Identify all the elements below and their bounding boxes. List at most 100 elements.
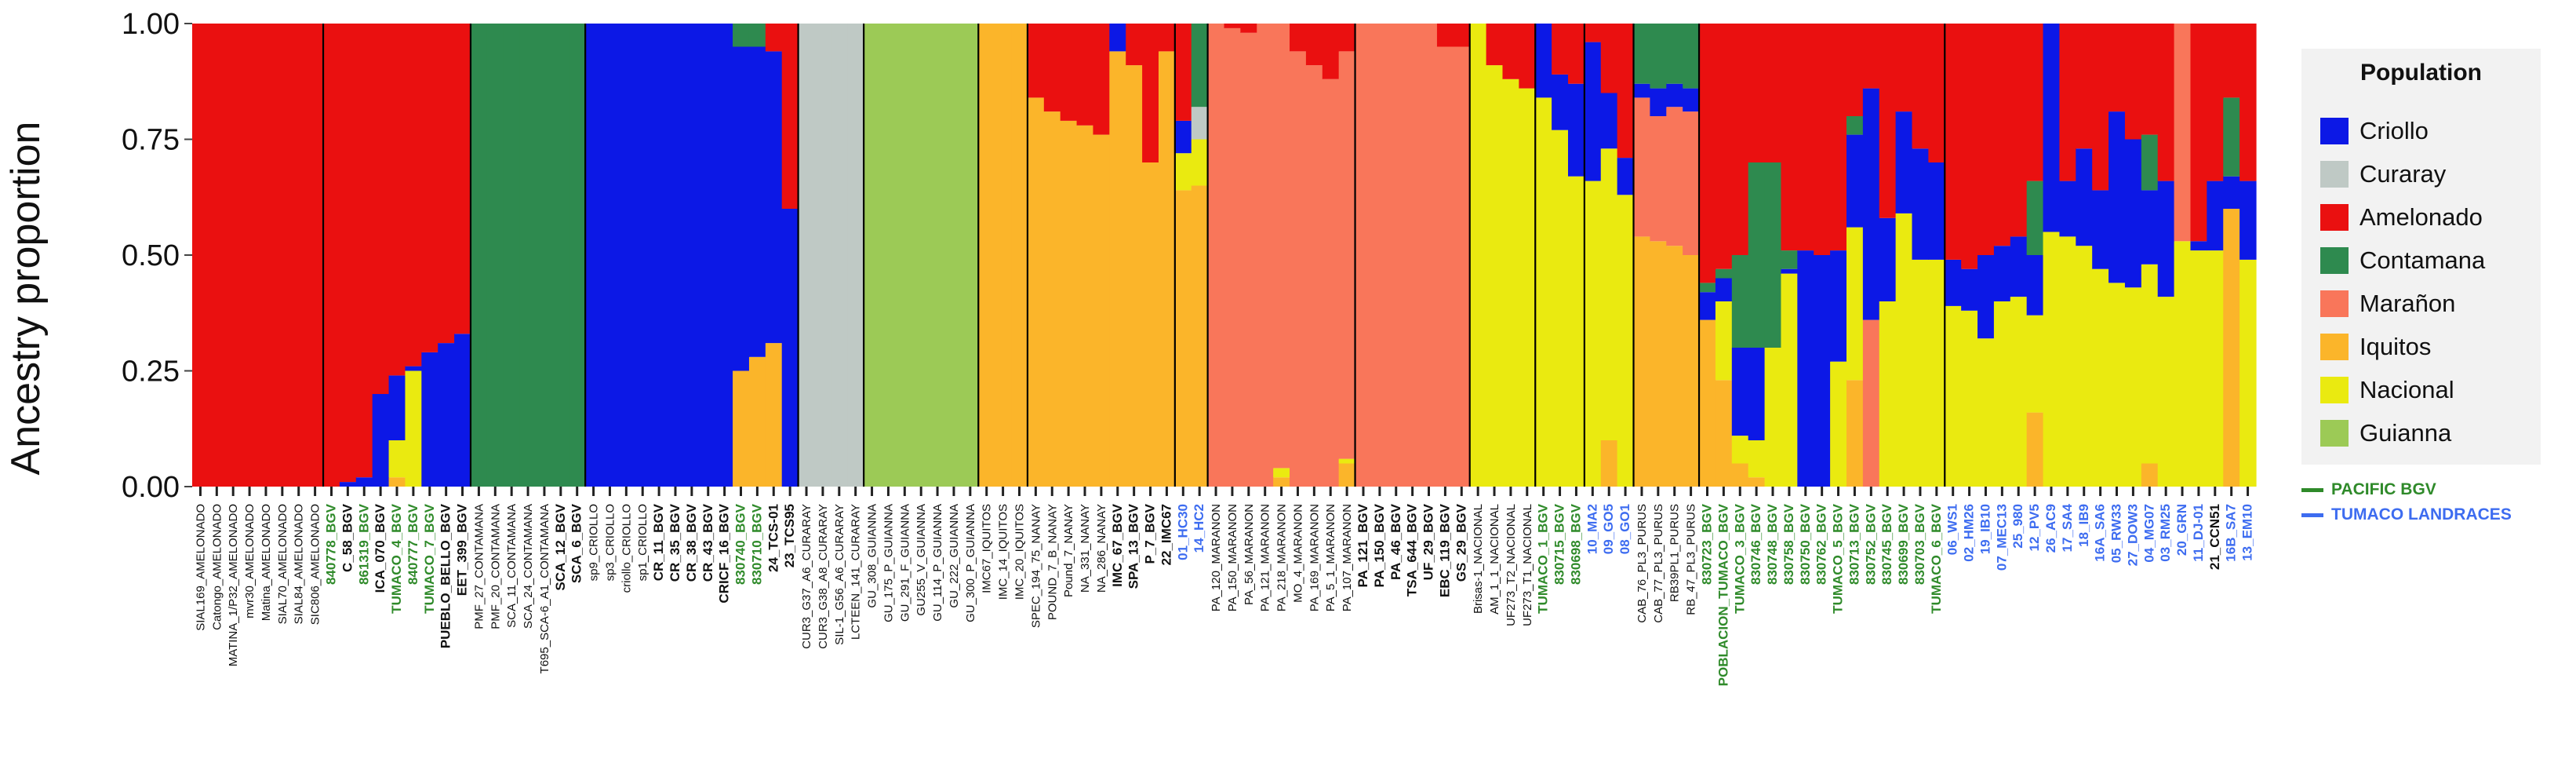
bar-segment-nacional — [2124, 287, 2142, 487]
sample-bar — [1502, 24, 1519, 487]
x-tick-label: GU_114_P_GUIANNA — [931, 504, 944, 622]
x-tick-label: 830762_BGV — [1814, 503, 1829, 585]
sample-bar — [1224, 24, 1241, 487]
bar-segment-criollo — [2026, 255, 2044, 316]
sample-bar — [405, 24, 422, 487]
sample-bar — [1174, 24, 1192, 487]
bar-segment-guianna — [896, 24, 914, 487]
bar-segment-criollo — [1715, 278, 1733, 301]
x-tick-label: PA_107_MARANON — [1341, 504, 1354, 611]
bar-segment-iquitos — [1748, 477, 1766, 487]
x-tick-label: 05_RW33 — [2109, 504, 2124, 563]
bar-segment-criollo — [634, 24, 652, 487]
bar-segment-amelonado — [1764, 24, 1782, 162]
bar-segment-nacional — [1781, 273, 1798, 487]
legend-label: Marañon — [2360, 290, 2456, 317]
bar-segment-criollo — [2223, 176, 2240, 209]
x-tick-label: SCA_12_BGV — [553, 503, 568, 590]
bar-segment-nacional — [2157, 297, 2175, 487]
x-tick-label: PA_218_MARANON — [1275, 504, 1289, 611]
bar-segment-maranon — [1355, 24, 1373, 487]
x-tick-label: 22_IMC67 — [1159, 504, 1173, 565]
sample-bar — [2190, 24, 2207, 487]
bar-segment-iquitos — [1338, 463, 1356, 487]
bar-segment-amelonado — [765, 24, 783, 52]
sample-bar — [1305, 24, 1323, 487]
bar-segment-amelonado — [1290, 24, 1307, 52]
sample-bar — [733, 24, 750, 487]
sample-bar — [257, 24, 275, 487]
x-tick-label: T695_SCA-6_A1_CONTAMANA — [538, 504, 551, 673]
bar-segment-nacional — [1469, 24, 1487, 487]
sample-bar — [1093, 24, 1110, 487]
legend-label: Contamana — [2360, 246, 2486, 274]
bar-segment-criollo — [1862, 88, 1880, 320]
bar-segment-criollo — [1993, 246, 2011, 301]
bar-segment-criollo — [2043, 24, 2061, 232]
x-tick-label: sp3_CRIOLLO — [603, 504, 617, 581]
bar-segment-amelonado — [1519, 24, 1536, 89]
bar-segment-nacional — [1748, 440, 1766, 478]
legend-title: Population — [2360, 60, 2482, 86]
sample-bar — [307, 24, 324, 487]
sample-bar — [1764, 24, 1782, 487]
x-tick-label: 07_MEC13 — [1994, 504, 2009, 571]
bar-segment-contamana — [1715, 268, 1733, 279]
x-axis-labels: SIAL169_AMELONADO Catongo_AMELONADO MATINA… — [194, 503, 2254, 686]
bar-segment-amelonado — [1846, 24, 1864, 116]
bar-segment-criollo — [1699, 292, 1716, 320]
bar-segment-nacional — [1535, 97, 1552, 487]
x-tick-label: 16B_SA7 — [2224, 504, 2239, 562]
bar-segment-guianna — [880, 24, 897, 487]
x-tick-label: PA_150_MARANON — [1226, 504, 1239, 611]
bar-segment-criollo — [1584, 42, 1602, 181]
bar-segment-amelonado — [1552, 24, 1569, 75]
x-tick-label: UF273_T2_NACIONAL — [1504, 504, 1518, 626]
bar-segment-contamana — [503, 24, 521, 487]
sample-bar — [1535, 24, 1552, 487]
sample-bar — [912, 24, 930, 487]
bar-segment-nacional — [1617, 195, 1635, 487]
bar-segment-nacional — [1830, 361, 1847, 487]
sample-bar — [1453, 24, 1471, 487]
bar-segment-amelonado — [1748, 24, 1766, 162]
bar-segment-amelonado — [1814, 24, 1831, 255]
sample-bar — [1666, 24, 1683, 487]
x-tick-label: SIAL169_AMELONADO — [194, 504, 207, 631]
x-tick-label: POBLACION_TUMACO_BGV — [1716, 503, 1730, 686]
legend-swatch — [2320, 161, 2349, 188]
bar-segment-amelonado — [323, 24, 340, 487]
bar-segment-amelonado — [1043, 24, 1061, 112]
bar-segment-amelonado — [2059, 24, 2076, 181]
bar-segment-iquitos — [1191, 185, 1209, 487]
sample-bar — [438, 24, 455, 487]
bar-segment-criollo — [1666, 83, 1683, 108]
x-tick-label: PA_46_BGV — [1388, 503, 1403, 580]
bar-segment-curaray — [831, 24, 848, 487]
bar-segment-amelonado — [1699, 24, 1716, 283]
x-tick-label: 08_GO1 — [1617, 504, 1632, 554]
bar-segment-criollo — [454, 334, 471, 487]
bar-segment-contamana — [2026, 181, 2044, 255]
sample-bar — [1600, 24, 1618, 487]
bar-segment-nacional — [2207, 250, 2224, 487]
sample-bar — [2043, 24, 2061, 487]
bar-segment-iquitos — [1027, 97, 1045, 487]
bar-segment-iquitos — [1076, 125, 1094, 487]
x-tick-label: IMC_20_IQUITOS — [1013, 504, 1026, 600]
sample-bar — [683, 24, 700, 487]
x-tick-label: 830752_BGV — [1863, 503, 1878, 585]
bar-segment-criollo — [339, 482, 357, 487]
sample-bar — [1142, 24, 1159, 487]
x-tick-label: POUND_7_B_NANAY — [1046, 504, 1059, 620]
bar-segment-amelonado — [2223, 24, 2240, 98]
x-tick-label: 27_DOW3 — [2125, 504, 2140, 566]
x-tick-label: IMC67_IQUITOS — [981, 504, 994, 593]
bar-segment-maranon — [1224, 27, 1241, 487]
bar-segment-iquitos — [1273, 477, 1290, 487]
bar-segment-amelonado — [307, 24, 324, 487]
pacific-key-label: PACIFIC BGV — [2331, 480, 2436, 498]
bar-segment-criollo — [1912, 148, 1929, 260]
x-tick-label: CAB_77_PL3_PURUS — [1652, 504, 1665, 623]
bar-segment-guianna — [912, 24, 930, 487]
